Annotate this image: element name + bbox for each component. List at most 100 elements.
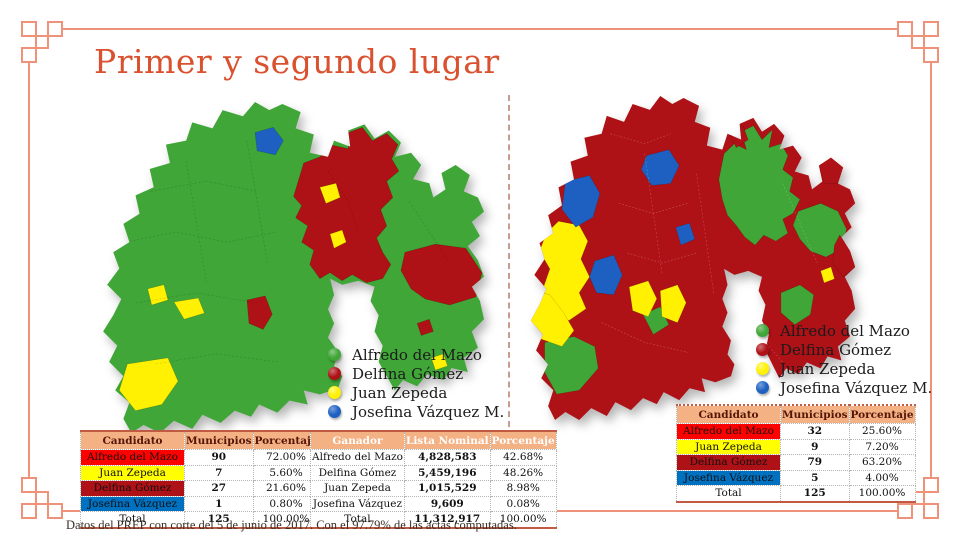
- legend-item: Alfredo del Mazo: [328, 345, 504, 364]
- legend-item: Juan Zepeda: [328, 383, 504, 402]
- legend-label: Josefina Vázquez M.: [780, 378, 933, 397]
- percent-cell: 8.98%: [489, 480, 557, 497]
- table-row: Josefina Vázquez 5 4.00%: [676, 469, 916, 486]
- column-header: Candidato: [80, 430, 185, 450]
- candidate-cell: Josefina Vázquez: [310, 495, 405, 512]
- candidate-cell: Juan Zepeda: [310, 480, 405, 497]
- column-header: Porcentaje: [848, 404, 916, 424]
- blue-dot-icon: [756, 381, 769, 394]
- table-row: Alfredo del Mazo 4,828,583 42.68%: [310, 449, 557, 466]
- municipios-cell: 79: [780, 454, 850, 471]
- legend-item: Alfredo del Mazo: [756, 321, 932, 340]
- darkred-dot-icon: [328, 367, 341, 380]
- table-row: Delfina Gómez 5,459,196 48.26%: [310, 464, 557, 481]
- legend-item: Josefina Vázquez M.: [756, 378, 932, 397]
- column-header: Candidato: [676, 404, 781, 424]
- municipios-cell: 125: [780, 485, 850, 502]
- legend-item: Delfina Gómez: [756, 340, 932, 359]
- runner-up-region-patches: [530, 125, 856, 395]
- total-label-cell: Total: [310, 511, 405, 528]
- municipios-cell: 9: [780, 438, 850, 455]
- municipal-borders-texture: [125, 140, 450, 365]
- page-title: Primer y segundo lugar: [94, 42, 500, 81]
- table-row: Juan Zepeda 9 7.20%: [676, 438, 916, 455]
- darkred-dot-icon: [756, 343, 769, 356]
- table-row: Delfina Gómez 79 63.20%: [676, 454, 916, 471]
- lista-nominal-cell: 9,609: [403, 495, 491, 512]
- percent-cell: 25.60%: [848, 423, 916, 440]
- candidate-cell: Delfina Gómez: [676, 454, 781, 471]
- legend-item: Juan Zepeda: [756, 359, 932, 378]
- column-header: Municipios: [780, 404, 850, 424]
- candidate-cell: Delfina Gómez: [310, 464, 405, 481]
- total-label-cell: Total: [676, 485, 781, 502]
- table-total-row: Total 125 100.00%: [676, 485, 916, 502]
- table-row: Alfredo del Mazo 32 25.60%: [676, 423, 916, 440]
- legend-left: Alfredo del Mazo Delfina Gómez Juan Zepe…: [328, 345, 504, 421]
- vertical-dashed-divider: [508, 95, 510, 427]
- table-municipios-second-place: Candidato Municipios Porcentaje Alfredo …: [676, 404, 916, 503]
- table-row: Josefina Vázquez 1 0.80%: [80, 495, 320, 512]
- column-header: Porcentaje: [489, 430, 557, 450]
- municipios-cell: 32: [780, 423, 850, 440]
- percent-cell: 48.26%: [489, 464, 557, 481]
- column-header: Porcentaje: [252, 430, 320, 450]
- corner-ornament-icon: [21, 21, 63, 63]
- municipios-cell: 1: [184, 495, 254, 512]
- percent-cell: 7.20%: [848, 438, 916, 455]
- table-header-row: Ganador Lista Nominal Porcentaje: [310, 430, 557, 450]
- green-dot-icon: [328, 348, 341, 361]
- legend-label: Josefina Vázquez M.: [352, 402, 505, 421]
- candidate-cell: Juan Zepeda: [80, 464, 185, 481]
- lista-nominal-cell: 11,312,917: [403, 511, 491, 528]
- legend-label: Delfina Gómez: [352, 364, 464, 383]
- percent-cell: 4.00%: [848, 469, 916, 486]
- choropleth-map-second-place: [530, 95, 856, 421]
- yellow-dot-icon: [328, 386, 341, 399]
- state-outline: [103, 102, 484, 433]
- municipios-cell: 7: [184, 464, 254, 481]
- municipios-cell: 5: [780, 469, 850, 486]
- legend-item: Josefina Vázquez M.: [328, 402, 504, 421]
- lista-nominal-cell: 4,828,583: [403, 449, 491, 466]
- percent-cell: 63.20%: [848, 454, 916, 471]
- total-label-cell: Total: [80, 511, 185, 528]
- column-header: Lista Nominal: [403, 430, 491, 450]
- percent-cell: 0.08%: [489, 495, 557, 512]
- municipal-borders-texture: [601, 133, 818, 363]
- table-row: Alfredo del Mazo 90 72.00%: [80, 449, 320, 466]
- candidate-cell: Juan Zepeda: [676, 438, 781, 455]
- column-header: Ganador: [310, 430, 405, 450]
- candidate-cell: Alfredo del Mazo: [310, 449, 405, 466]
- candidate-cell: Josefina Vázquez: [80, 495, 185, 512]
- lista-nominal-cell: 1,015,529: [403, 480, 491, 497]
- legend-label: Alfredo del Mazo: [352, 345, 482, 364]
- percent-cell: 100.00%: [489, 511, 557, 528]
- percent-cell: 21.60%: [252, 480, 320, 497]
- yellow-dot-icon: [756, 362, 769, 375]
- municipios-cell: 27: [184, 480, 254, 497]
- table-total-row: Total 11,312,917 100.00%: [310, 511, 557, 528]
- column-header: Municipios: [184, 430, 254, 450]
- table-row: Juan Zepeda 7 5.60%: [80, 464, 320, 481]
- table-total-row: Total 125 100.00%: [80, 511, 320, 528]
- lista-nominal-cell: 5,459,196: [403, 464, 491, 481]
- legend-label: Alfredo del Mazo: [780, 321, 910, 340]
- candidate-cell: Josefina Vázquez: [676, 469, 781, 486]
- blue-dot-icon: [328, 405, 341, 418]
- source-note: Datos del PREP con corte del 5 de junio …: [66, 518, 517, 532]
- candidate-cell: Delfina Gómez: [80, 480, 185, 497]
- percent-cell: 100.00%: [848, 485, 916, 502]
- table-row: Juan Zepeda 1,015,529 8.98%: [310, 480, 557, 497]
- legend-label: Juan Zepeda: [780, 359, 876, 378]
- table-row: Delfina Gómez 27 21.60%: [80, 480, 320, 497]
- legend-label: Juan Zepeda: [352, 383, 448, 402]
- candidate-cell: Alfredo del Mazo: [80, 449, 185, 466]
- green-dot-icon: [756, 324, 769, 337]
- legend-label: Delfina Gómez: [780, 340, 892, 359]
- municipios-cell: 90: [184, 449, 254, 466]
- table-header-row: Candidato Municipios Porcentaje: [80, 430, 320, 450]
- table-municipios-first-place: Candidato Municipios Porcentaje Alfredo …: [80, 430, 320, 529]
- legend-right: Alfredo del Mazo Delfina Gómez Juan Zepe…: [756, 321, 932, 397]
